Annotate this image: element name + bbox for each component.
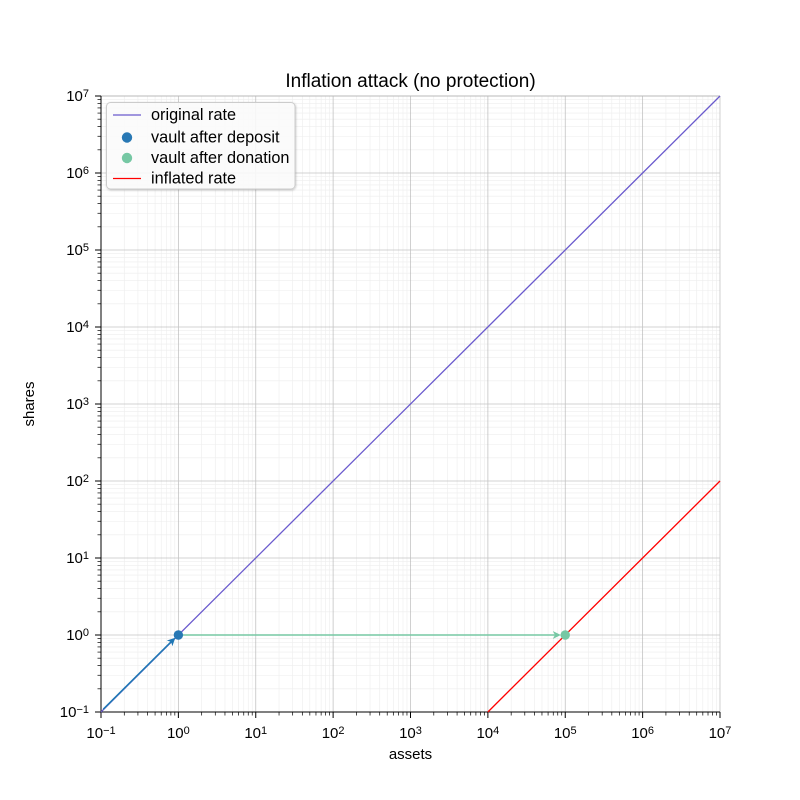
svg-text:Inflation attack (no protectio: Inflation attack (no protection) xyxy=(285,71,535,92)
svg-text:shares: shares xyxy=(21,381,38,426)
svg-text:inflated rate: inflated rate xyxy=(151,170,236,188)
svg-text:vault after donation: vault after donation xyxy=(151,149,290,167)
svg-text:original rate: original rate xyxy=(151,106,236,124)
svg-text:assets: assets xyxy=(389,746,432,763)
svg-text:vault after deposit: vault after deposit xyxy=(151,129,280,147)
